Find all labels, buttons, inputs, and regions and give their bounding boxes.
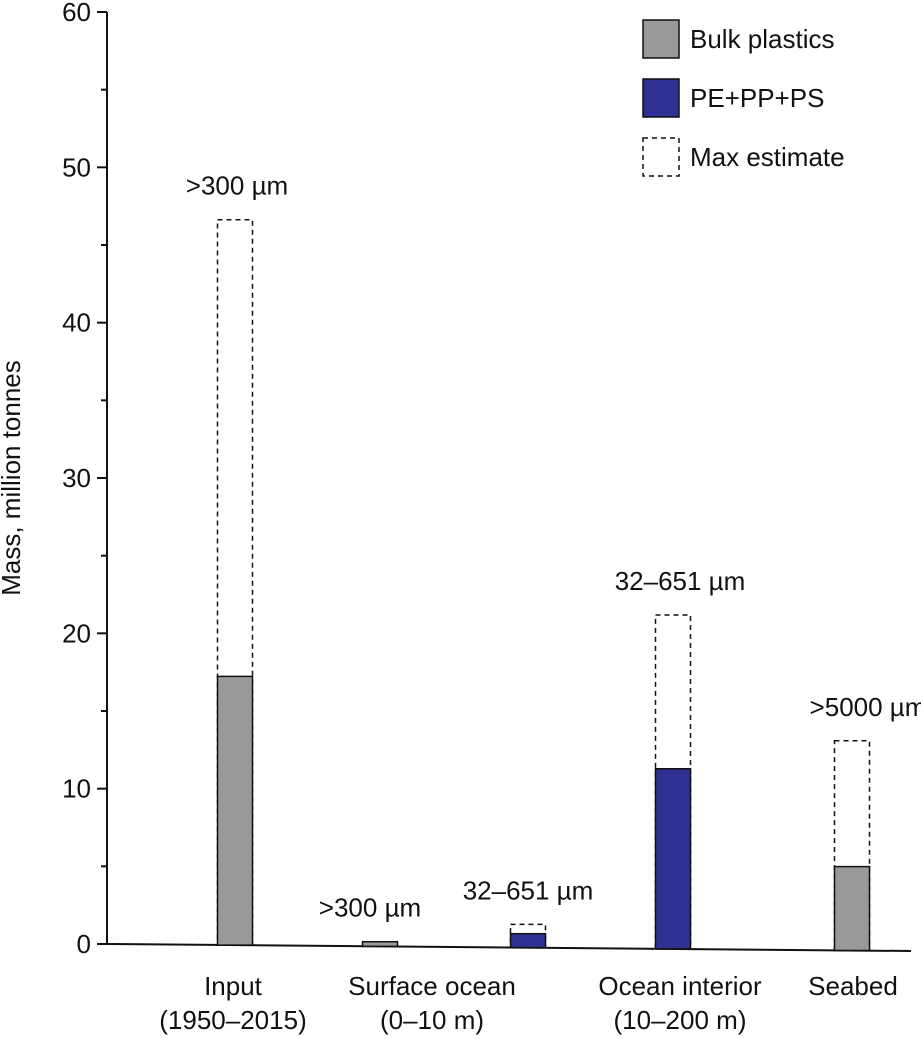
- legend-label: Max estimate: [690, 142, 845, 172]
- axes: 0 10 20 30 40 50 60 Input (1950–2015) Surface oce…: [62, 0, 912, 1035]
- size-class-annotation: >5000 µm: [810, 692, 921, 722]
- category-label: Surface ocean: [348, 971, 516, 1001]
- y-tick-label: 0: [77, 929, 91, 959]
- bulk-plastics-bar: [833, 865, 871, 952]
- y-tick-label: 60: [62, 0, 91, 27]
- category-label: Seabed: [808, 971, 898, 1001]
- legend-label: PE+PP+PS: [690, 83, 824, 113]
- legend-label: Bulk plastics: [690, 24, 835, 54]
- y-tick-label: 10: [62, 774, 91, 804]
- annotations: >300 µm >300 µm 32–651 µm 32–651 µm >5000 µm: [186, 171, 921, 923]
- bars: [216, 218, 871, 952]
- category-label-line2: (0–10 m): [380, 1005, 484, 1035]
- y-tick-label: 40: [62, 308, 91, 338]
- legend-swatch-bulk: [642, 19, 680, 59]
- legend: Bulk plastics PE+PP+PS Max estimate: [642, 19, 845, 177]
- category-label-line2: (1950–2015): [159, 1005, 306, 1035]
- legend-swatch-pe: [642, 78, 680, 118]
- size-class-annotation: 32–651 µm: [463, 875, 594, 905]
- size-class-annotation: >300 µm: [319, 893, 421, 923]
- y-tick-label: 50: [62, 152, 91, 182]
- y-tick-label: 30: [62, 463, 91, 493]
- bulk-plastics-bar: [216, 675, 254, 946]
- size-class-annotation: >300 µm: [186, 171, 288, 201]
- pe-pp-ps-bar: [509, 932, 547, 949]
- category-label-line2: (10–200 m): [614, 1005, 747, 1035]
- bulk-plastics-bar: [361, 940, 399, 948]
- size-class-annotation: 32–651 µm: [615, 566, 746, 596]
- category-label: Ocean interior: [598, 971, 762, 1001]
- category-label: Input: [204, 971, 263, 1001]
- legend-swatch-max: [642, 137, 680, 177]
- pe-pp-ps-bar: [654, 767, 692, 950]
- y-tick-label: 20: [62, 618, 91, 648]
- y-axis-label: Mass, million tonnes: [0, 360, 26, 596]
